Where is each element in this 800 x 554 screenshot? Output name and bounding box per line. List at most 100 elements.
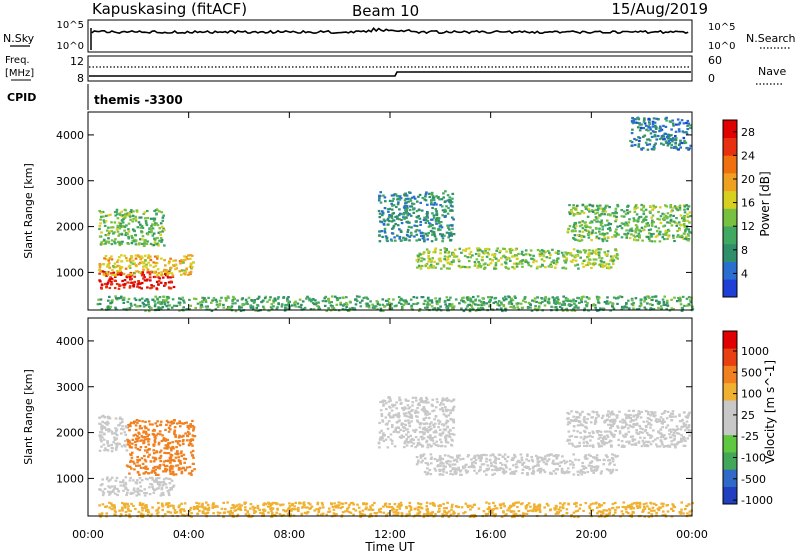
data-cell — [571, 211, 574, 215]
data-cell — [120, 215, 124, 218]
data-cell — [153, 465, 157, 468]
data-cell — [524, 507, 528, 510]
data-cell — [638, 505, 641, 508]
data-cell — [449, 465, 452, 468]
data-cell — [479, 457, 483, 461]
data-cell — [422, 513, 426, 516]
data-cell — [159, 233, 162, 236]
data-cell — [467, 247, 471, 250]
data-cell — [398, 214, 401, 217]
data-cell — [379, 220, 382, 223]
data-cell — [632, 301, 635, 305]
data-cell — [443, 215, 447, 218]
data-cell — [426, 203, 429, 206]
data-cell — [152, 244, 156, 247]
data-cell — [174, 259, 177, 262]
data-cell — [151, 476, 154, 479]
data-cell — [157, 271, 161, 275]
data-cell — [394, 513, 398, 516]
data-cell — [582, 295, 585, 298]
data-cell — [186, 434, 190, 438]
data-cell — [367, 304, 371, 307]
data-cell — [667, 142, 670, 146]
data-cell — [188, 442, 192, 445]
data-cell — [653, 146, 656, 150]
data-cell — [428, 429, 431, 432]
data-cell — [98, 422, 101, 425]
data-cell — [425, 440, 428, 444]
data-cell — [674, 130, 678, 133]
data-cell — [138, 489, 142, 492]
data-cell — [429, 457, 433, 460]
data-cell — [388, 503, 391, 506]
data-cell — [524, 249, 528, 252]
data-cell — [432, 442, 436, 445]
data-cell — [146, 286, 149, 289]
data-cell — [122, 479, 125, 482]
data-cell — [682, 122, 686, 125]
data-cell — [164, 483, 168, 486]
data-cell — [429, 438, 432, 441]
data-cell — [511, 255, 514, 258]
data-cell — [123, 443, 126, 447]
data-cell — [376, 302, 380, 305]
data-cell — [434, 429, 437, 432]
data-cell — [438, 403, 442, 406]
data-cell — [157, 283, 160, 286]
data-cell — [381, 210, 384, 213]
data-cell — [367, 306, 371, 309]
data-cell — [574, 305, 578, 308]
data-cell — [662, 502, 665, 505]
data-cell — [309, 308, 313, 311]
data-cell — [128, 465, 132, 468]
data-cell — [445, 397, 449, 400]
data-cell — [136, 490, 139, 493]
data-cell — [536, 456, 539, 459]
data-cell — [428, 195, 432, 199]
data-cell — [303, 503, 306, 507]
data-cell — [240, 504, 243, 507]
data-cell — [345, 296, 348, 299]
data-cell — [566, 298, 569, 301]
data-cell — [466, 305, 469, 308]
data-cell — [193, 435, 197, 438]
data-cell — [416, 260, 420, 263]
data-cell — [141, 238, 144, 241]
data-cell — [167, 430, 171, 433]
data-cell — [160, 486, 164, 490]
data-cell — [170, 486, 173, 490]
data-cell — [334, 506, 338, 509]
data-cell — [146, 278, 149, 281]
data-cell — [127, 465, 130, 468]
data-cell — [104, 240, 108, 243]
data-cell — [435, 210, 438, 213]
data-cell — [594, 212, 597, 215]
data-cell — [173, 459, 176, 463]
data-cell — [445, 305, 449, 308]
data-cell — [116, 259, 120, 262]
data-cell — [476, 295, 480, 298]
data-cell — [453, 248, 457, 251]
data-cell — [397, 503, 401, 506]
data-cell — [591, 231, 594, 234]
data-cell — [608, 509, 612, 512]
data-cell — [140, 479, 144, 482]
data-cell — [396, 513, 399, 516]
data-cell — [153, 270, 156, 273]
data-cell — [154, 468, 157, 471]
data-cell — [167, 452, 171, 455]
data-cell — [201, 305, 204, 308]
data-cell — [623, 506, 627, 509]
data-cell — [449, 409, 453, 412]
data-cell — [183, 269, 187, 272]
data-cell — [425, 439, 429, 442]
data-cell — [685, 132, 689, 135]
data-cell — [130, 277, 133, 280]
data-cell — [435, 300, 438, 303]
data-cell — [457, 512, 460, 515]
data-cell — [418, 431, 422, 434]
data-cell — [421, 234, 425, 238]
data-cell — [181, 261, 185, 264]
data-cell — [513, 502, 516, 505]
data-cell — [580, 224, 584, 227]
